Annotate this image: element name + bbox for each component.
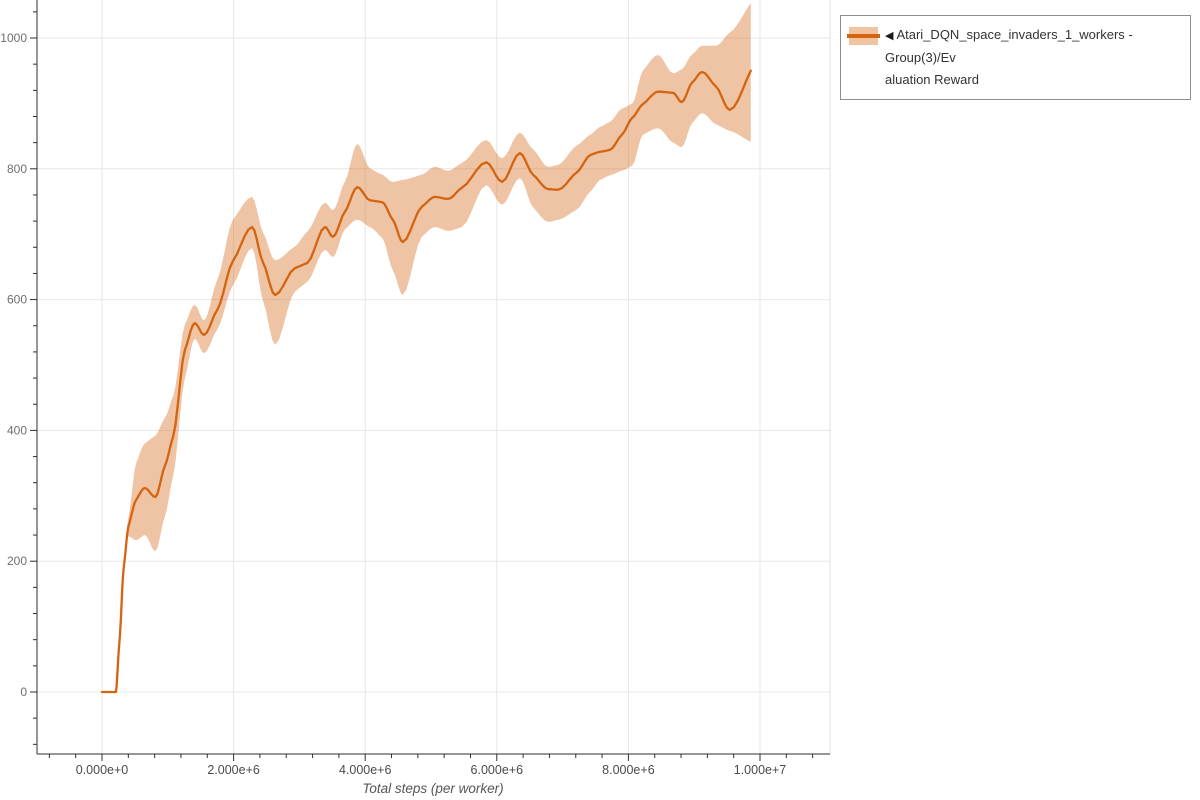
y-tick-label: 400 bbox=[7, 423, 27, 437]
y-tick-label: 1000 bbox=[0, 31, 27, 45]
x-tick-label: 8.000e+6 bbox=[602, 763, 655, 777]
y-tick-label: 0 bbox=[20, 685, 27, 699]
x-tick-label: 4.000e+6 bbox=[339, 763, 392, 777]
x-tick-label: 1.000e+7 bbox=[734, 763, 787, 777]
legend-item[interactable]: ◀ Atari_DQN_space_invaders_1_workers - Gr… bbox=[840, 15, 1191, 100]
legend-swatch-icon bbox=[847, 27, 880, 45]
collapse-triangle-icon[interactable]: ◀ bbox=[885, 30, 894, 42]
x-tick-label: 2.000e+6 bbox=[207, 763, 260, 777]
legend-line-swatch bbox=[847, 34, 880, 38]
series-line bbox=[100, 69, 752, 694]
legend-label-line2: aluation Reward bbox=[885, 72, 979, 87]
x-tick-label: 0.000e+0 bbox=[76, 763, 129, 777]
legend-label-line1: Atari_DQN_space_invaders_1_workers - Gro… bbox=[885, 27, 1133, 65]
legend-label: ◀ Atari_DQN_space_invaders_1_workers - Gr… bbox=[885, 24, 1180, 91]
x-axis-title: Total steps (per worker) bbox=[362, 781, 503, 796]
y-tick-label: 800 bbox=[7, 162, 27, 176]
y-tick-label: 600 bbox=[7, 293, 27, 307]
x-tick-label: 6.000e+6 bbox=[471, 763, 524, 777]
y-tick-label: 200 bbox=[7, 554, 27, 568]
confidence-band bbox=[102, 2, 751, 692]
